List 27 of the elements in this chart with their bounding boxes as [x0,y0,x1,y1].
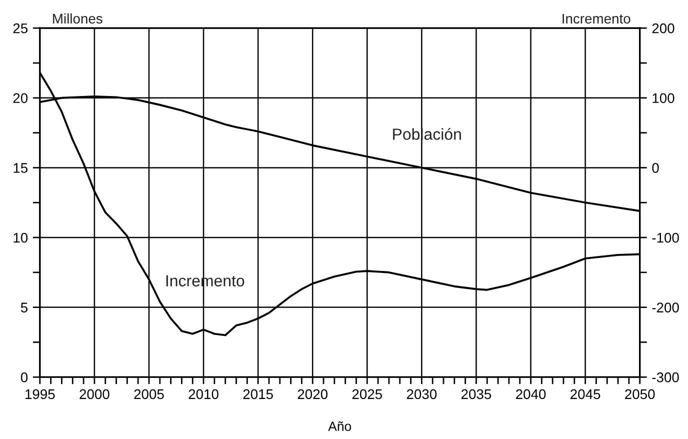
y2-tick-label: -100 [652,232,679,243]
x-tick-label: 1995 [26,389,55,400]
y-tick-label: 5 [20,302,28,312]
x-tick-label: 2040 [516,389,546,400]
y2-tick-label: -200 [652,302,679,312]
x-tick-label: 2050 [625,389,655,400]
y-axis-title: Millones [53,13,102,24]
x-axis-title: Año [328,421,352,431]
y2-axis-title: Incremento [562,14,630,24]
y2-tick-label: 100 [652,93,674,104]
y-tick-label: 15 [14,163,28,173]
y2-tick-label: 0 [652,163,659,173]
x-tick-label: 2030 [406,389,437,400]
y-tick-label: 20 [13,93,28,104]
x-tick-label: 2000 [80,389,110,400]
x-tick-label: 2025 [352,389,382,400]
y-tick-label: 0 [20,372,28,382]
y2-tick-label: 200 [652,23,674,34]
y2-tick-label: -300 [652,372,679,382]
x-tick-label: 2045 [570,389,600,400]
x-tick-label: 2005 [134,389,164,400]
y-tick-label: 25 [13,23,28,34]
x-tick-label: 2010 [188,389,218,400]
x-tick-label: 2020 [298,389,328,400]
y-tick-label: 10 [14,232,28,243]
x-tick-label: 2035 [461,389,492,400]
x-tick-label: 2015 [243,389,273,400]
